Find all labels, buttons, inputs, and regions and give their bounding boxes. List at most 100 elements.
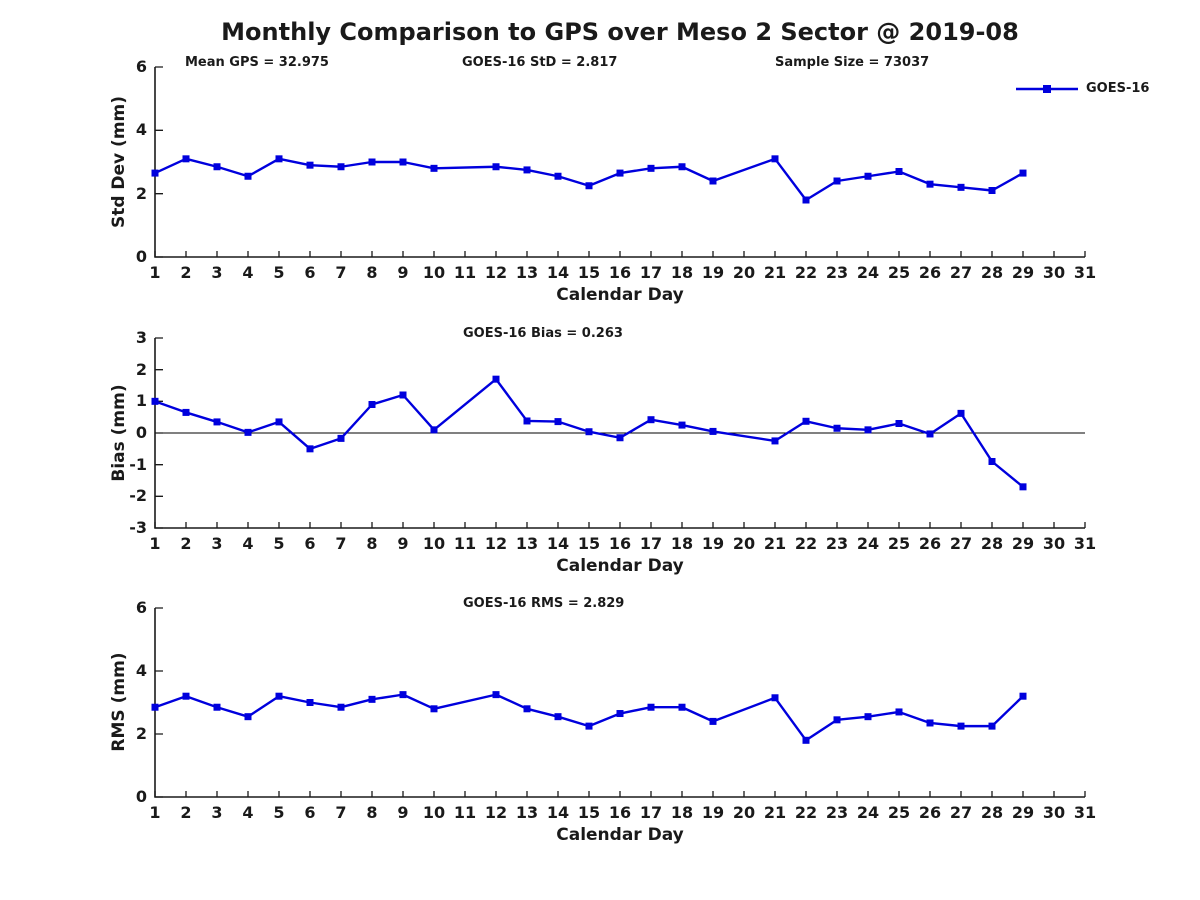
rms-marker — [430, 705, 438, 713]
bias-x-tick-label: 13 — [515, 534, 539, 553]
bias-y-tick-label: 2 — [135, 359, 147, 379]
rms-marker — [895, 708, 903, 716]
bias-x-tick-label: 3 — [211, 534, 223, 553]
rms-x-tick-label: 31 — [1073, 803, 1097, 822]
rms-marker — [368, 695, 376, 703]
std-dev-annotation-0: Mean GPS = 32.975 — [185, 55, 329, 70]
std-dev-marker — [368, 158, 376, 166]
rms-x-tick-label: 5 — [273, 803, 285, 822]
rms-marker — [492, 691, 500, 699]
bias-tick-marks — [154, 337, 1086, 529]
bias-marker — [585, 428, 593, 436]
std-dev-x-tick-label: 4 — [242, 263, 254, 282]
bias-y-tick-label: 3 — [135, 328, 147, 347]
bias-x-tick-label: 22 — [794, 534, 818, 553]
bias-marker — [151, 397, 159, 405]
bias-x-tick-label: 29 — [1011, 534, 1035, 553]
bias-marker — [430, 426, 438, 434]
legend: GOES-16 — [1015, 81, 1149, 96]
rms-x-tick-label: 22 — [794, 803, 818, 822]
std-dev-marker — [399, 158, 407, 166]
bias-x-tick-label: 19 — [701, 534, 725, 553]
rms-x-tick-label: 11 — [453, 803, 477, 822]
bias-x-tick-label: 27 — [949, 534, 973, 553]
std-dev-x-tick-label: 7 — [335, 263, 347, 282]
std-dev-marker — [275, 155, 283, 163]
bias-x-tick-label: 7 — [335, 534, 347, 553]
std-dev-x-tick-label: 20 — [732, 263, 756, 282]
bias-x-tick-label: 14 — [546, 534, 570, 553]
rms-x-tick-label: 18 — [670, 803, 694, 822]
bias-marker — [1019, 483, 1027, 491]
bias-x-tick-label: 12 — [484, 534, 508, 553]
std-dev-x-tick-label: 26 — [918, 263, 942, 282]
bias-marker — [337, 434, 345, 442]
bias-x-tick-label: 21 — [763, 534, 787, 553]
bias-marker — [926, 430, 934, 438]
std-dev-marker — [523, 166, 531, 174]
bias-x-tick-label: 10 — [422, 534, 446, 553]
rms-marker — [213, 703, 221, 711]
bias-x-tick-label: 23 — [825, 534, 849, 553]
rms-annotation-0: GOES-16 RMS = 2.829 — [463, 596, 625, 611]
rms-marker — [957, 722, 965, 730]
rms-line — [154, 693, 1024, 742]
std-dev-x-tick-label: 13 — [515, 263, 539, 282]
std-dev-marker — [709, 177, 717, 185]
std-dev-marker — [492, 163, 500, 171]
std-dev-marker — [833, 177, 841, 185]
rms-x-tick-label: 9 — [397, 803, 409, 822]
rms-x-tick-label: 8 — [366, 803, 378, 822]
std-dev-marker — [616, 169, 624, 177]
rms-x-tick-label: 28 — [980, 803, 1004, 822]
rms-x-tick-label: 13 — [515, 803, 539, 822]
bias-marker — [833, 424, 841, 432]
bias-marker — [895, 420, 903, 427]
bias-x-tick-label: 26 — [918, 534, 942, 553]
rms-marker — [523, 705, 531, 713]
bias-x-tick-label: 11 — [453, 534, 477, 553]
std-dev-x-tick-label: 10 — [422, 263, 446, 282]
bias-x-tick-label: 31 — [1073, 534, 1097, 553]
xlabel-rms: Calendar Day — [556, 825, 684, 845]
rms-marker — [771, 694, 779, 702]
std-dev-x-tick-label: 27 — [949, 263, 973, 282]
std-dev-x-tick-label: 14 — [546, 263, 570, 282]
bias-y-tick-label: -2 — [129, 486, 147, 506]
rms-x-tick-label: 24 — [856, 803, 880, 822]
rms-x-tick-label: 27 — [949, 803, 973, 822]
std-dev-x-tick-label: 28 — [980, 263, 1004, 282]
std-dev-marker — [957, 183, 965, 191]
rms-x-tick-label: 15 — [577, 803, 601, 822]
rms-x-tick-label: 10 — [422, 803, 446, 822]
std-dev-tick-marks — [154, 66, 1086, 258]
rms-x-tick-label: 12 — [484, 803, 508, 822]
xlabel-bias: Calendar Day — [556, 556, 684, 576]
bias-marker — [616, 434, 624, 442]
std-dev-annotation-2: Sample Size = 73037 — [775, 55, 930, 70]
std-dev-marker — [988, 187, 996, 194]
xlabel-std-dev: Calendar Day — [556, 285, 684, 305]
std-dev-marker — [244, 172, 252, 180]
ylabel-std-dev: Std Dev (mm) — [109, 95, 129, 229]
rms-marker — [802, 736, 810, 744]
std-dev-x-tick-label: 11 — [453, 263, 477, 282]
rms-y-tick-label: 0 — [135, 787, 147, 806]
rms-marker — [585, 722, 593, 730]
bias-y-tick-label: -3 — [129, 518, 147, 537]
bias-x-tick-label: 2 — [180, 534, 192, 553]
rms-marker — [182, 692, 190, 700]
std-dev-x-tick-label: 31 — [1073, 263, 1097, 282]
rms-x-tick-label: 16 — [608, 803, 632, 822]
std-dev-marker — [306, 161, 314, 169]
std-dev-x-tick-label: 24 — [856, 263, 880, 282]
bias-marker — [523, 417, 531, 425]
bias-x-tick-label: 6 — [304, 534, 316, 553]
bias-x-tick-label: 25 — [887, 534, 911, 553]
std-dev-marker — [585, 182, 593, 190]
rms-x-tick-label: 21 — [763, 803, 787, 822]
rms-x-tick-label: 6 — [304, 803, 316, 822]
bias-marker — [957, 409, 965, 417]
bias-y-tick-label: 1 — [135, 391, 147, 411]
std-dev-x-tick-label: 19 — [701, 263, 725, 282]
